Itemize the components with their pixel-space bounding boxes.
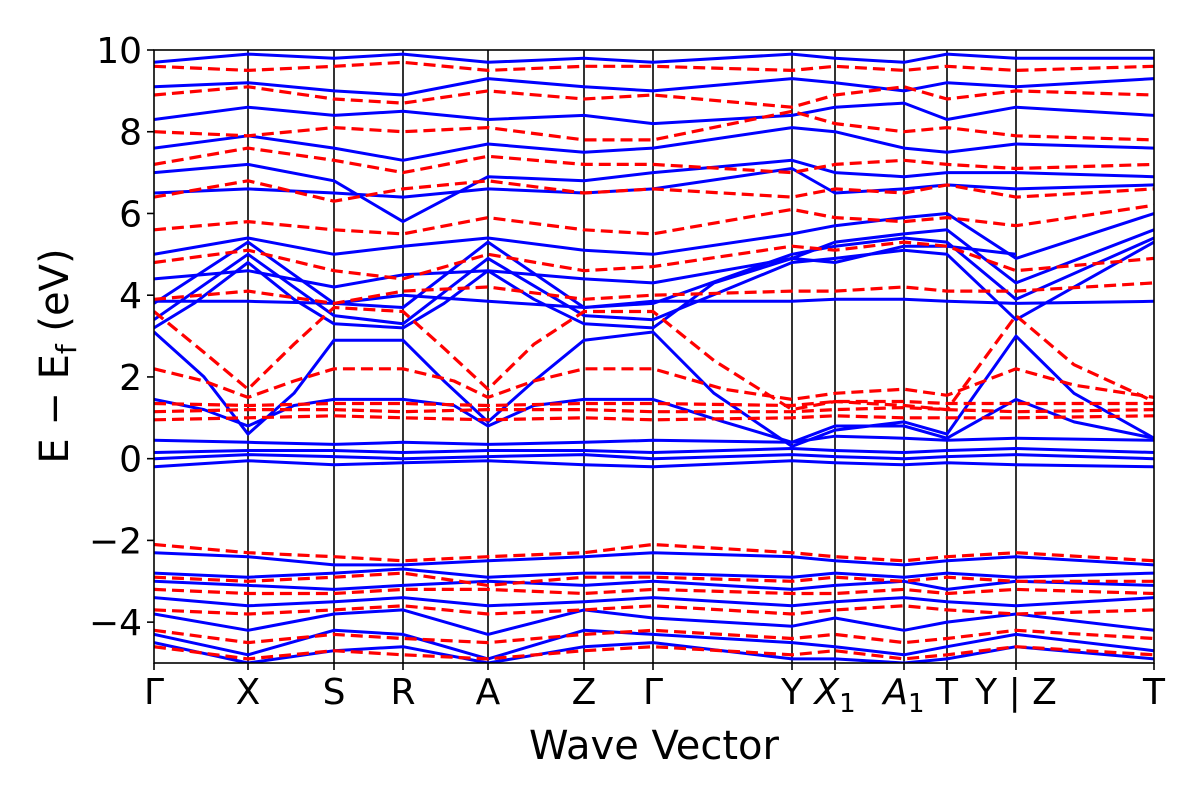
x-tick-label-2: S (323, 672, 346, 713)
dashed-band-2 (154, 399, 1154, 408)
solid-band-7 (154, 240, 1154, 326)
x-tick-label-4: A (476, 672, 501, 713)
y-tick-label-4: 4 (119, 276, 142, 317)
dashed-band-15 (154, 587, 1154, 596)
solid-band-3 (154, 434, 1154, 446)
solid-band-17 (154, 52, 1154, 64)
x-tick-label-10: T (935, 672, 959, 713)
solid-band-10 (154, 228, 1154, 289)
dashed-band-10 (154, 109, 1154, 142)
dashed-band-7 (154, 203, 1154, 236)
dashed-band-9 (154, 146, 1154, 175)
x-tick-label-11: Y | Z (974, 672, 1057, 713)
dashed-band-5 (154, 281, 1154, 305)
dashed-band-18 (154, 645, 1154, 661)
dashed-band-3 (154, 367, 1154, 401)
x-tick-label-9: A1 (881, 672, 924, 719)
solid-band-22 (154, 608, 1154, 636)
y-tick-label-6: 8 (119, 113, 142, 154)
solid-band-6 (154, 330, 1154, 448)
y-axis-label-unit: (eV) (32, 248, 78, 344)
y-axis-label-main: E − E (32, 354, 78, 464)
x-tick-label-1: X (236, 672, 261, 713)
x-tick-label-5: Z (572, 672, 597, 713)
solid-band-2 (154, 447, 1154, 454)
solid-band-11 (154, 212, 1154, 260)
dashed-band-13 (154, 542, 1154, 563)
solid-band-1 (154, 453, 1154, 461)
dashed-band-11 (154, 85, 1154, 109)
solid-band-19 (154, 567, 1154, 579)
y-tick-label-5: 6 (119, 194, 142, 235)
x-tick-label-8: X1 (812, 672, 855, 719)
solid-band-0 (154, 459, 1154, 469)
x-tick-label-0: Γ (144, 672, 164, 713)
solid-band-15 (154, 101, 1154, 126)
solid-band-21 (154, 596, 1154, 608)
y-tick-label-0: −4 (89, 603, 142, 644)
solid-band-16 (154, 77, 1154, 97)
dashed-band-14 (154, 571, 1154, 587)
y-tick-label-1: −2 (89, 521, 142, 562)
solid-band-18 (154, 551, 1154, 567)
x-tick-label-6: Γ (643, 672, 663, 713)
y-axis-label-sub: f (50, 343, 83, 354)
y-axis-label: E − Ef (eV) (32, 248, 83, 463)
x-tick-label-12: T (1142, 672, 1166, 713)
solid-band-20 (154, 579, 1154, 591)
dashed-band-16 (154, 604, 1154, 616)
y-tick-label-7: 10 (96, 31, 142, 72)
solid-band-4 (154, 397, 1154, 444)
dashed-band-4 (154, 305, 1154, 412)
dashed-band-17 (154, 628, 1154, 645)
plot-frame (153, 49, 1155, 664)
dashed-band-12 (154, 60, 1154, 72)
dashed-band-8 (154, 179, 1154, 203)
y-tick-label-3: 2 (119, 358, 142, 399)
x-axis-label: Wave Vector (529, 723, 780, 769)
solid-band-23 (154, 628, 1154, 661)
solid-band-13 (154, 158, 1154, 224)
x-tick-label-7: Y (780, 672, 804, 713)
x-axis-ticks: Γ X S R A Z Γ Y X1 A1 T Y | Z T (144, 663, 1166, 719)
y-axis-ticks: −4 −2 0 2 4 6 8 10 (89, 31, 154, 644)
x-tick-label-3: R (390, 672, 415, 713)
band-lines (154, 52, 1154, 663)
y-tick-label-2: 0 (119, 440, 142, 481)
solid-band-14 (154, 126, 1154, 162)
dashed-band-0 (154, 414, 1154, 422)
dashed-band-6 (154, 240, 1154, 281)
